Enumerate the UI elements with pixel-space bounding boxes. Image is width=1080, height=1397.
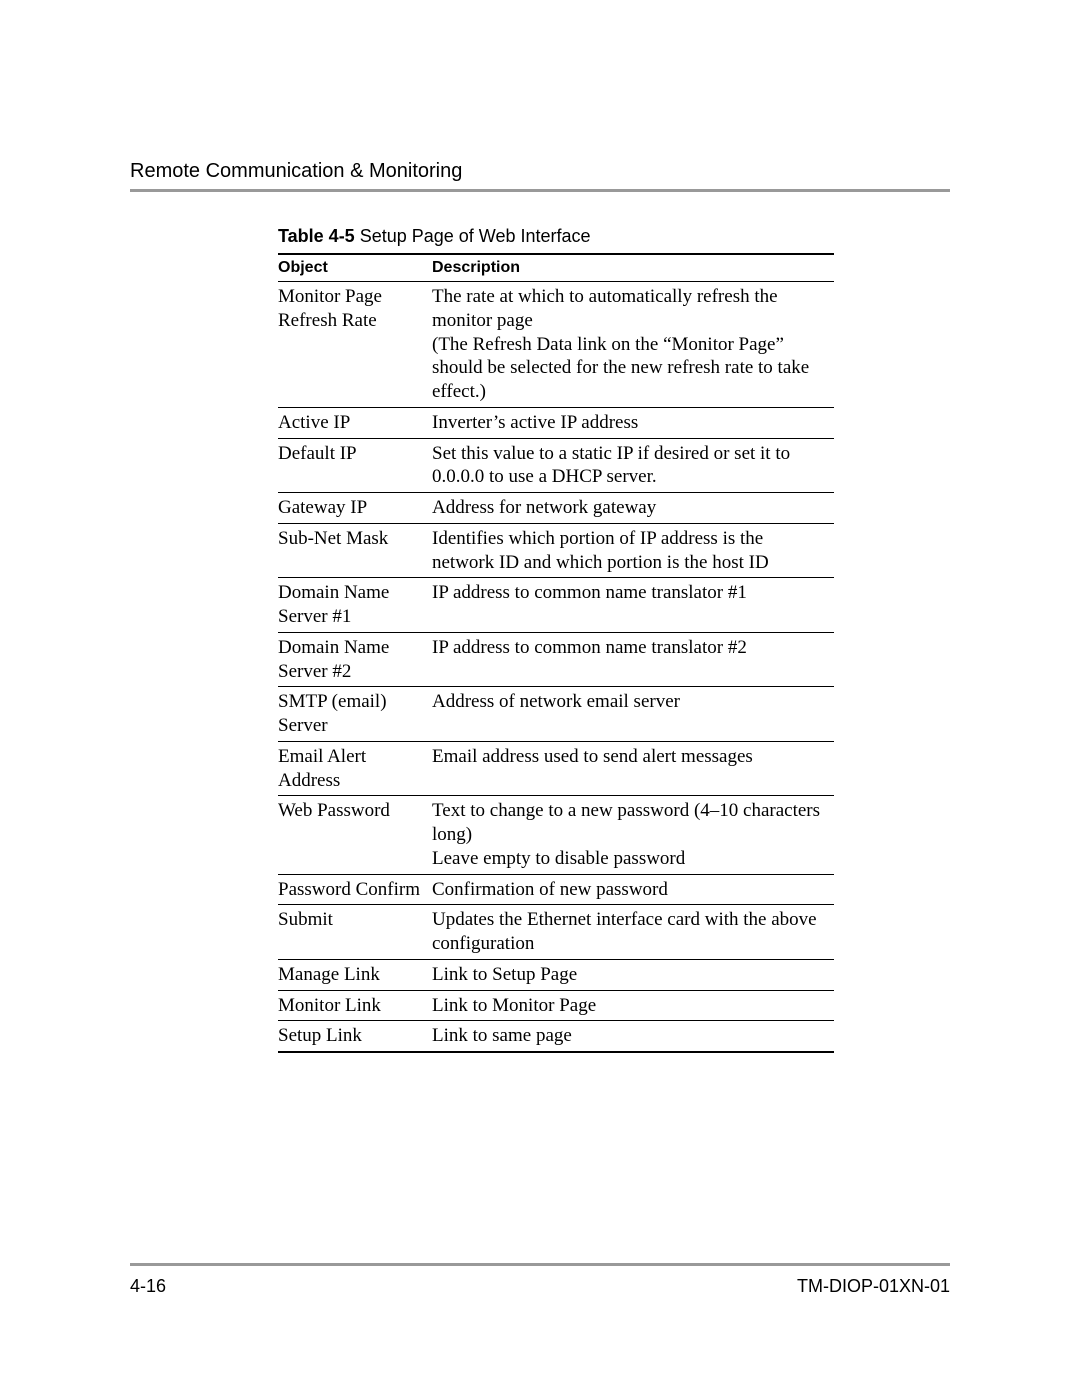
page-footer: 4-16 TM-DIOP-01XN-01	[130, 1263, 950, 1297]
table-row: Default IPSet this value to a static IP …	[278, 438, 834, 493]
table-row: Password ConfirmConfirmation of new pass…	[278, 874, 834, 905]
cell-object: Active IP	[278, 407, 432, 438]
cell-object: Email Alert Address	[278, 741, 432, 796]
table-row: Gateway IPAddress for network gateway	[278, 493, 834, 524]
cell-object: Password Confirm	[278, 874, 432, 905]
caption-label: Table 4-5	[278, 226, 355, 246]
setup-table: Object Description Monitor Page Refresh …	[278, 253, 834, 1053]
table-header-row: Object Description	[278, 254, 834, 282]
footer-page-number: 4-16	[130, 1276, 166, 1297]
cell-description: Identifies which portion of IP address i…	[432, 523, 834, 578]
cell-description: Address for network gateway	[432, 493, 834, 524]
cell-description: Email address used to send alert message…	[432, 741, 834, 796]
table-body: Monitor Page Refresh RateThe rate at whi…	[278, 282, 834, 1053]
table-row: Domain Name Server #1IP address to commo…	[278, 578, 834, 633]
cell-object: Setup Link	[278, 1021, 432, 1052]
cell-object: Domain Name Server #2	[278, 632, 432, 687]
table-row: Email Alert AddressEmail address used to…	[278, 741, 834, 796]
cell-description: Link to Setup Page	[432, 959, 834, 990]
table-region: Table 4-5 Setup Page of Web Interface Ob…	[278, 226, 834, 1053]
cell-description: IP address to common name translator #2	[432, 632, 834, 687]
table-row: SubmitUpdates the Ethernet interface car…	[278, 905, 834, 960]
cell-object: SMTP (email) Server	[278, 687, 432, 742]
col-header-object: Object	[278, 254, 432, 282]
cell-object: Manage Link	[278, 959, 432, 990]
footer-doc-id: TM-DIOP-01XN-01	[797, 1276, 950, 1297]
table-row: SMTP (email) ServerAddress of network em…	[278, 687, 834, 742]
cell-description: Text to change to a new password (4–10 c…	[432, 796, 834, 874]
col-header-description: Description	[432, 254, 834, 282]
table-row: Sub-Net MaskIdentifies which portion of …	[278, 523, 834, 578]
cell-object: Default IP	[278, 438, 432, 493]
cell-object: Gateway IP	[278, 493, 432, 524]
cell-description: The rate at which to automatically refre…	[432, 282, 834, 408]
cell-description: Link to Monitor Page	[432, 990, 834, 1021]
cell-description: Address of network email server	[432, 687, 834, 742]
table-row: Active IPInverter’s active IP address	[278, 407, 834, 438]
cell-description: Updates the Ethernet interface card with…	[432, 905, 834, 960]
cell-object: Sub-Net Mask	[278, 523, 432, 578]
chapter-header: Remote Communication & Monitoring	[130, 160, 950, 192]
cell-object: Web Password	[278, 796, 432, 874]
table-row: Manage LinkLink to Setup Page	[278, 959, 834, 990]
cell-object: Monitor Link	[278, 990, 432, 1021]
table-row: Web PasswordText to change to a new pass…	[278, 796, 834, 874]
table-caption: Table 4-5 Setup Page of Web Interface	[278, 226, 834, 247]
document-page: Remote Communication & Monitoring Table …	[0, 0, 1080, 1397]
table-row: Monitor Page Refresh RateThe rate at whi…	[278, 282, 834, 408]
table-row: Setup LinkLink to same page	[278, 1021, 834, 1052]
cell-description: IP address to common name translator #1	[432, 578, 834, 633]
cell-object: Domain Name Server #1	[278, 578, 432, 633]
table-row: Domain Name Server #2IP address to commo…	[278, 632, 834, 687]
cell-description: Confirmation of new password	[432, 874, 834, 905]
cell-description: Link to same page	[432, 1021, 834, 1052]
caption-title: Setup Page of Web Interface	[355, 226, 591, 246]
cell-object: Monitor Page Refresh Rate	[278, 282, 432, 408]
cell-description: Inverter’s active IP address	[432, 407, 834, 438]
table-row: Monitor LinkLink to Monitor Page	[278, 990, 834, 1021]
cell-description: Set this value to a static IP if desired…	[432, 438, 834, 493]
cell-object: Submit	[278, 905, 432, 960]
